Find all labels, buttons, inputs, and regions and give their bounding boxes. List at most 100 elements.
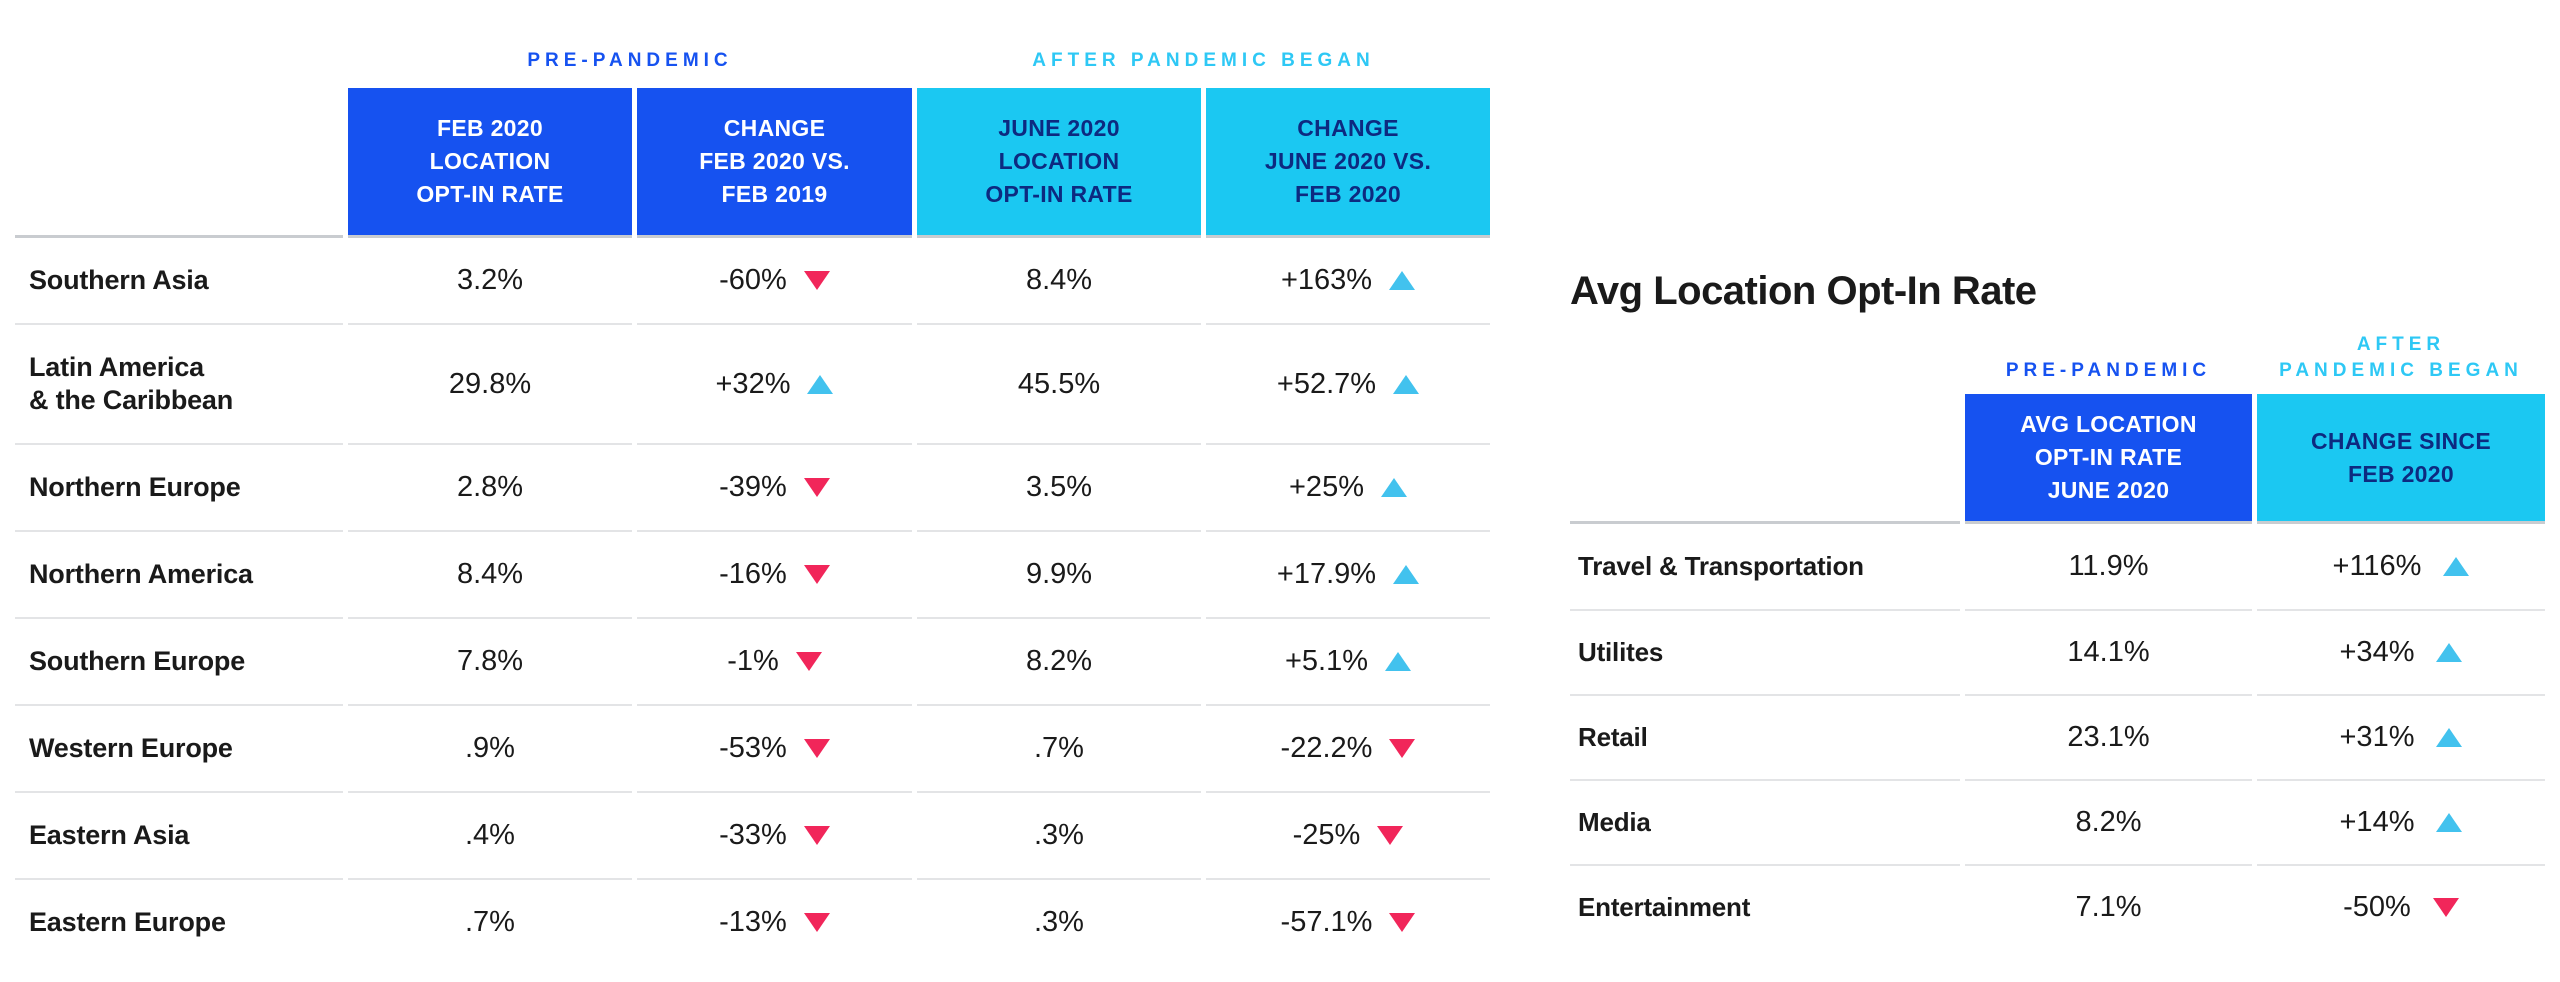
- region-name: Western Europe: [15, 704, 343, 791]
- change-feb-cell: +32%: [637, 323, 912, 443]
- change-june-cell: +5.1%: [1206, 617, 1490, 704]
- table-row: Entertainment 7.1% -50%: [1570, 864, 2550, 949]
- feb-2020-rate-value: 29.8%: [348, 323, 632, 443]
- change-arrow-icon: [2436, 813, 2463, 832]
- change-arrow-icon: [1385, 652, 1412, 671]
- table-row: Latin America & the Caribbean 29.8% +32%…: [15, 323, 1490, 443]
- change-feb-value: -16%: [719, 558, 787, 590]
- change-feb-cell: -39%: [637, 443, 912, 530]
- change-arrow-icon: [2432, 898, 2459, 917]
- change-arrow-icon: [1380, 478, 1407, 497]
- table-row: Northern America 8.4% -16% 9.9% +17.9%: [15, 530, 1490, 617]
- col-header-feb-2020-rate: FEB 2020 LOCATION OPT-IN RATE: [348, 88, 632, 238]
- change-value: +116%: [2332, 550, 2422, 582]
- change-arrow-icon: [1389, 913, 1416, 932]
- change-arrow-icon: [803, 913, 830, 932]
- region-name: Northern America: [15, 530, 343, 617]
- change-feb-cell: -16%: [637, 530, 912, 617]
- avg-rate-value: 23.1%: [1965, 694, 2252, 779]
- region-name: Eastern Asia: [15, 791, 343, 878]
- col-header-change-feb2020-vs-feb2019: CHANGE FEB 2020 VS. FEB 2019: [637, 88, 912, 238]
- june-2020-rate-value: 9.9%: [917, 530, 1201, 617]
- feb-2020-rate-value: .7%: [348, 878, 632, 965]
- change-june-cell: +163%: [1206, 238, 1490, 323]
- change-feb-cell: -53%: [637, 704, 912, 791]
- col-header-change-june2020-vs-feb2020: CHANGE JUNE 2020 VS. FEB 2020: [1206, 88, 1490, 238]
- page-title: Avg Location Opt-In Rate: [1570, 268, 2037, 313]
- change-value: +14%: [2339, 806, 2415, 838]
- feb-2020-rate-value: 7.8%: [348, 617, 632, 704]
- june-2020-rate-value: .3%: [917, 878, 1201, 965]
- change-june-value: +5.1%: [1284, 645, 1369, 677]
- change-feb-value: -60%: [719, 264, 787, 296]
- change-june-cell: -25%: [1206, 791, 1490, 878]
- after-pandemic-began-label: AFTER PANDEMIC BEGAN: [1032, 50, 1375, 71]
- change-june-value: +52.7%: [1276, 367, 1377, 400]
- change-feb-value: -1%: [727, 645, 779, 677]
- category-name: Retail: [1570, 694, 1960, 779]
- change-june-cell: -22.2%: [1206, 704, 1490, 791]
- region-column-header-spacer: [15, 88, 343, 238]
- change-june-cell: +17.9%: [1206, 530, 1490, 617]
- change-june-value: -57.1%: [1280, 906, 1373, 938]
- change-value: -50%: [2343, 891, 2411, 923]
- change-arrow-icon: [795, 652, 822, 671]
- region-opt-in-table: PRE-PANDEMIC AFTER PANDEMIC BEGAN FEB 20…: [15, 0, 1490, 965]
- category-name: Entertainment: [1570, 864, 1960, 949]
- change-value: +34%: [2339, 636, 2415, 668]
- change-arrow-icon: [1377, 826, 1404, 845]
- col-header-avg-rate-june-2020: AVG LOCATION OPT-IN RATE JUNE 2020: [1965, 394, 2252, 524]
- change-arrow-icon: [803, 565, 830, 584]
- region-name: Eastern Europe: [15, 878, 343, 965]
- right-table-header-row: AVG LOCATION OPT-IN RATE JUNE 2020 CHANG…: [1570, 394, 2550, 524]
- avg-opt-in-table: Avg Location Opt-In Rate PRE-PANDEMIC AF…: [1570, 260, 2550, 949]
- change-arrow-icon: [1389, 271, 1416, 290]
- change-feb-value: -39%: [719, 471, 787, 503]
- change-june-value: -22.2%: [1280, 732, 1373, 764]
- change-feb-cell: -60%: [637, 238, 912, 323]
- pre-pandemic-label: PRE-PANDEMIC: [527, 50, 733, 71]
- pre-pandemic-label: PRE-PANDEMIC: [2005, 360, 2212, 381]
- change-arrow-icon: [807, 374, 834, 394]
- table-row: Retail 23.1% +31%: [1570, 694, 2550, 779]
- june-2020-rate-value: 3.5%: [917, 443, 1201, 530]
- change-cell: +116%: [2257, 524, 2545, 609]
- table-row: Eastern Europe .7% -13% .3% -57.1%: [15, 878, 1490, 965]
- col-header-change-since-feb-2020: CHANGE SINCE FEB 2020: [2257, 394, 2545, 524]
- change-june-value: +25%: [1289, 471, 1364, 503]
- change-june-value: +17.9%: [1276, 558, 1377, 590]
- after-pandemic-began-label: AFTER PANDEMIC BEGAN: [2279, 334, 2523, 381]
- june-2020-rate-value: .3%: [917, 791, 1201, 878]
- change-feb-value: +32%: [715, 367, 791, 400]
- change-arrow-icon: [1393, 565, 1420, 584]
- left-table-body: Southern Asia 3.2% -60% 8.4% +163% Latin…: [15, 238, 1490, 965]
- change-june-cell: +52.7%: [1206, 323, 1490, 443]
- change-june-value: +163%: [1280, 264, 1373, 296]
- category-name: Media: [1570, 779, 1960, 864]
- category-label-spacer: [1570, 322, 1960, 394]
- feb-2020-rate-value: 2.8%: [348, 443, 632, 530]
- left-table-header-row: FEB 2020 LOCATION OPT-IN RATE CHANGE FEB…: [15, 88, 1490, 238]
- feb-2020-rate-value: .4%: [348, 791, 632, 878]
- change-arrow-icon: [803, 478, 830, 497]
- june-2020-rate-value: 45.5%: [917, 323, 1201, 443]
- region-name: Southern Europe: [15, 617, 343, 704]
- change-feb-value: -53%: [719, 732, 787, 764]
- change-june-value: -25%: [1292, 819, 1361, 851]
- change-arrow-icon: [1393, 374, 1420, 394]
- region-name: Latin America & the Caribbean: [15, 323, 343, 443]
- change-arrow-icon: [2436, 643, 2463, 662]
- change-arrow-icon: [803, 739, 830, 758]
- avg-rate-value: 8.2%: [1965, 779, 2252, 864]
- change-arrow-icon: [2436, 728, 2463, 747]
- change-value: +31%: [2339, 721, 2415, 753]
- june-2020-rate-value: 8.4%: [1025, 264, 1093, 296]
- change-cell: +31%: [2257, 694, 2545, 779]
- change-feb-value: -33%: [719, 819, 787, 851]
- change-arrow-icon: [803, 271, 830, 290]
- table-row: Western Europe .9% -53% .7% -22.2%: [15, 704, 1490, 791]
- feb-2020-rate-value: 3.2%: [456, 264, 524, 296]
- change-june-cell: +25%: [1206, 443, 1490, 530]
- region-name: Northern Europe: [15, 443, 343, 530]
